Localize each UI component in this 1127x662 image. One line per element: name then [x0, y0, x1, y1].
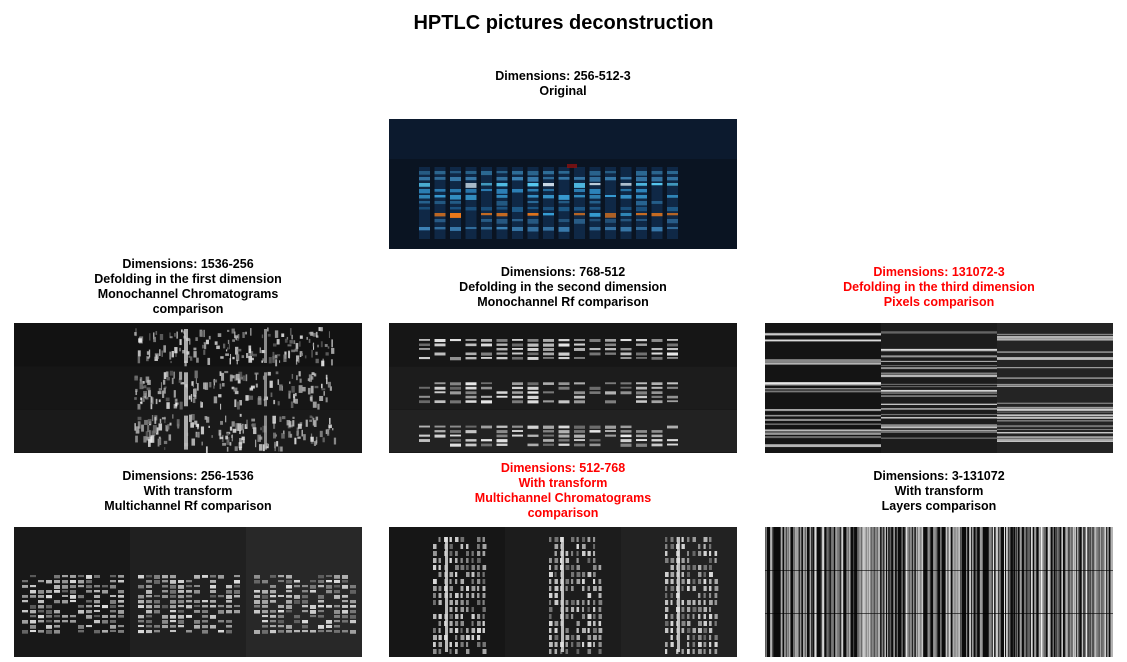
panel-title-transform-second: Dimensions: 512-768 With transform Multi… — [383, 461, 743, 521]
title-line: Dimensions: 768-512 — [500, 265, 626, 279]
title-line: Dimensions: 1536-256 — [122, 257, 254, 271]
panel-title-transform-first: Dimensions: 256-1536 With transform Mult… — [8, 469, 368, 514]
title-line: Dimensions: 131072-3 — [873, 265, 1005, 279]
title-line: Dimensions: 256-512-3 — [495, 69, 631, 83]
title-line: Layers comparison — [881, 499, 997, 513]
title-line: Monochannel Chromatograms — [97, 287, 279, 301]
panel-title-defold-second: Dimensions: 768-512 Defolding in the sec… — [383, 265, 743, 310]
title-line: comparison — [152, 302, 224, 316]
title-line: Multichannel Chromatograms — [474, 491, 652, 505]
title-line: Defolding in the second dimension — [459, 280, 667, 294]
image-transform-second — [389, 527, 737, 657]
title-line: Dimensions: 256-1536 — [122, 469, 254, 483]
panel-title-transform-third: Dimensions: 3-131072 With transform Laye… — [759, 469, 1119, 514]
image-defold-second — [389, 323, 737, 453]
image-original-plate — [389, 119, 737, 249]
title-line: comparison — [527, 506, 599, 520]
panel-title-defold-first: Dimensions: 1536-256 Defolding in the fi… — [8, 257, 368, 317]
title-line: Defolding in the first dimension — [94, 272, 282, 286]
panel-title-defold-third: Dimensions: 131072-3 Defolding in the th… — [759, 265, 1119, 310]
figure-title: HPTLC pictures deconstruction — [413, 12, 714, 34]
title-line: Pixels comparison — [883, 295, 995, 309]
image-defold-third — [765, 323, 1113, 453]
title-line: Defolding in the third dimension — [843, 280, 1035, 294]
title-line: Dimensions: 3-131072 — [873, 469, 1005, 483]
image-defold-first — [14, 323, 362, 453]
title-line: With transform — [143, 484, 233, 498]
title-line: Dimensions: 512-768 — [500, 461, 626, 475]
image-transform-third — [765, 527, 1113, 657]
title-line: Multichannel Rf comparison — [104, 499, 272, 513]
title-line: Original — [539, 84, 587, 98]
panel-title-original: Dimensions: 256-512-3 Original — [383, 69, 743, 99]
title-line: Monochannel Rf comparison — [477, 295, 649, 309]
image-transform-first — [14, 527, 362, 657]
title-line: With transform — [518, 476, 608, 490]
title-line: With transform — [894, 484, 984, 498]
